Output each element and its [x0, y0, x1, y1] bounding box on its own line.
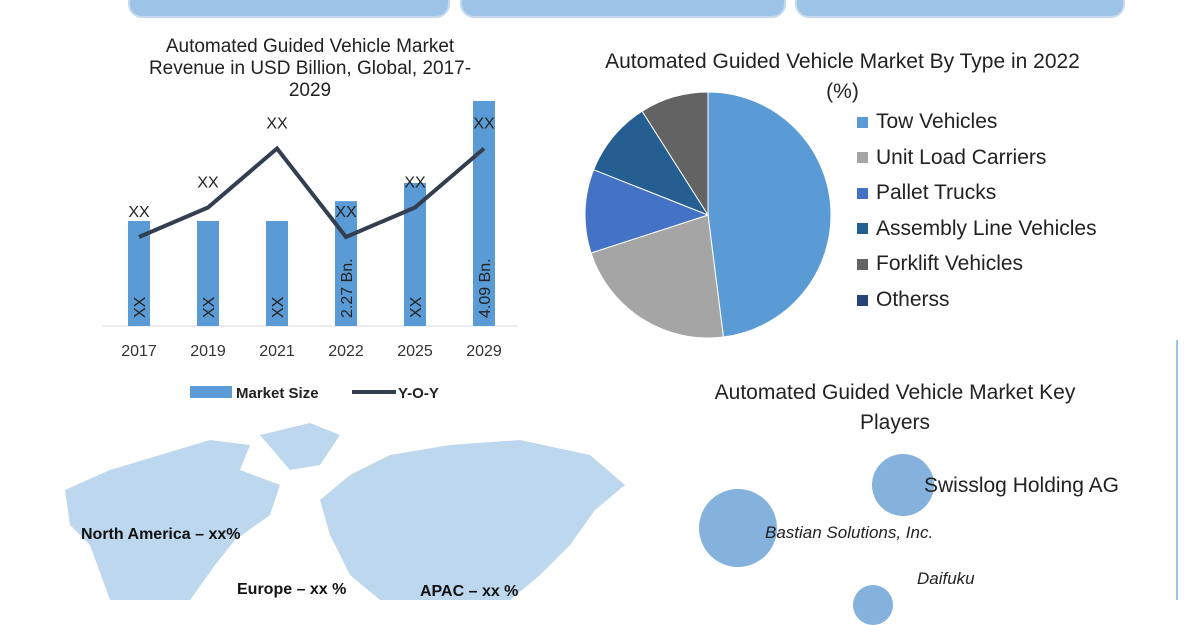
- top-panel-1: [128, 0, 450, 18]
- pie-slice-1: [590, 214, 724, 339]
- pie-legend-item: Forklift Vehicles: [857, 252, 1023, 276]
- pie-legend-item: Tow Vehicles: [857, 110, 997, 134]
- pie-slice-4: [641, 91, 709, 217]
- frame-border: [1176, 340, 1178, 600]
- bar-chart: XX 2017 XX 2019 XX 2021 2.27 Bn. 2022 XX 2025 4.09…: [102, 101, 518, 402]
- bar-label: XX: [270, 296, 287, 318]
- player-daifuku: Daifuku: [917, 569, 975, 588]
- yoy-label: XX: [197, 175, 219, 192]
- player-swisslog: Swisslog Holding AG: [924, 474, 1119, 497]
- pie-chart: [584, 91, 832, 339]
- yoy-label: XX: [404, 175, 426, 192]
- map-north-america: [65, 440, 280, 600]
- key-players-title: Automated Guided Vehicle Market Key Play…: [714, 381, 1076, 434]
- map-eurasia: [320, 440, 625, 600]
- legend-label: Pallet Trucks: [876, 181, 997, 205]
- player-bastian: Bastian Solutions, Inc.: [765, 523, 934, 542]
- bar-label: XX: [132, 296, 149, 318]
- pie-slice-3: [592, 110, 710, 217]
- legend-swatch: [857, 152, 868, 164]
- bar-label: 4.09 Bn.: [477, 258, 494, 318]
- bar-2021: [266, 221, 288, 326]
- legend-yoy: Y-O-Y: [398, 385, 439, 402]
- legend-market-size: Market Size: [236, 385, 319, 402]
- pie-legend-item: Otherss: [857, 288, 950, 312]
- region-europe: Europe – xx %: [237, 581, 347, 598]
- bar-2019: [197, 221, 219, 326]
- legend-swatch: [857, 258, 868, 270]
- legend-label: Tow Vehicles: [876, 110, 998, 133]
- pie-chart-title: Automated Guided Vehicle Market By Type …: [605, 50, 1080, 103]
- region-apac: APAC – xx %: [420, 583, 519, 600]
- x-tick-label: 2022: [328, 343, 364, 360]
- pie-legend-item: Unit Load Carriers: [857, 146, 1046, 170]
- yoy-label: XX: [473, 116, 495, 133]
- legend-swatch: [857, 116, 868, 128]
- pie-legend-item: Assembly Line Vehicles: [857, 217, 1097, 241]
- x-tick-label: 2021: [259, 343, 295, 360]
- region-north-america: North America – xx%: [81, 526, 241, 543]
- player-bubble: [699, 489, 777, 567]
- legend-swatch: [857, 187, 868, 199]
- x-tick-label: 2019: [190, 343, 226, 360]
- legend-swatch: [857, 294, 868, 306]
- pie-legend-item: Pallet Trucks: [857, 181, 996, 205]
- bar-label: XX: [408, 296, 425, 318]
- yoy-label: XX: [335, 204, 357, 221]
- world-map: [65, 423, 625, 600]
- bar-2025: [404, 182, 426, 326]
- pie-slice-2: [584, 169, 710, 254]
- yoy-label: XX: [266, 116, 288, 133]
- legend-label: Forklift Vehicles: [876, 252, 1024, 276]
- top-panel-3: [795, 0, 1125, 18]
- legend-label: Unit Load Carriers: [876, 145, 1047, 169]
- yoy-label: XX: [128, 204, 150, 221]
- legend-swatch: [857, 223, 868, 235]
- player-bubble: [872, 454, 934, 516]
- top-panel-2: [460, 0, 786, 18]
- pie-slice-0: [707, 91, 832, 338]
- bar-chart-title: Automated Guided Vehicle Market Revenue …: [148, 36, 472, 101]
- bar-2029: [473, 101, 495, 326]
- legend-label: Assembly Line Vehicles: [876, 216, 1097, 240]
- bar-label: XX: [201, 296, 218, 318]
- legend-market-size-swatch: [190, 386, 232, 398]
- x-tick-label: 2025: [397, 343, 433, 360]
- legend-label: Otherss: [876, 288, 950, 311]
- x-tick-label: 2029: [466, 343, 502, 360]
- bar-label: 2.27 Bn.: [339, 258, 356, 318]
- map-greenland: [260, 423, 340, 470]
- player-bubble: [853, 585, 893, 625]
- bar-2017: [128, 221, 150, 326]
- x-tick-label: 2017: [121, 343, 157, 360]
- yoy-line: [138, 145, 486, 240]
